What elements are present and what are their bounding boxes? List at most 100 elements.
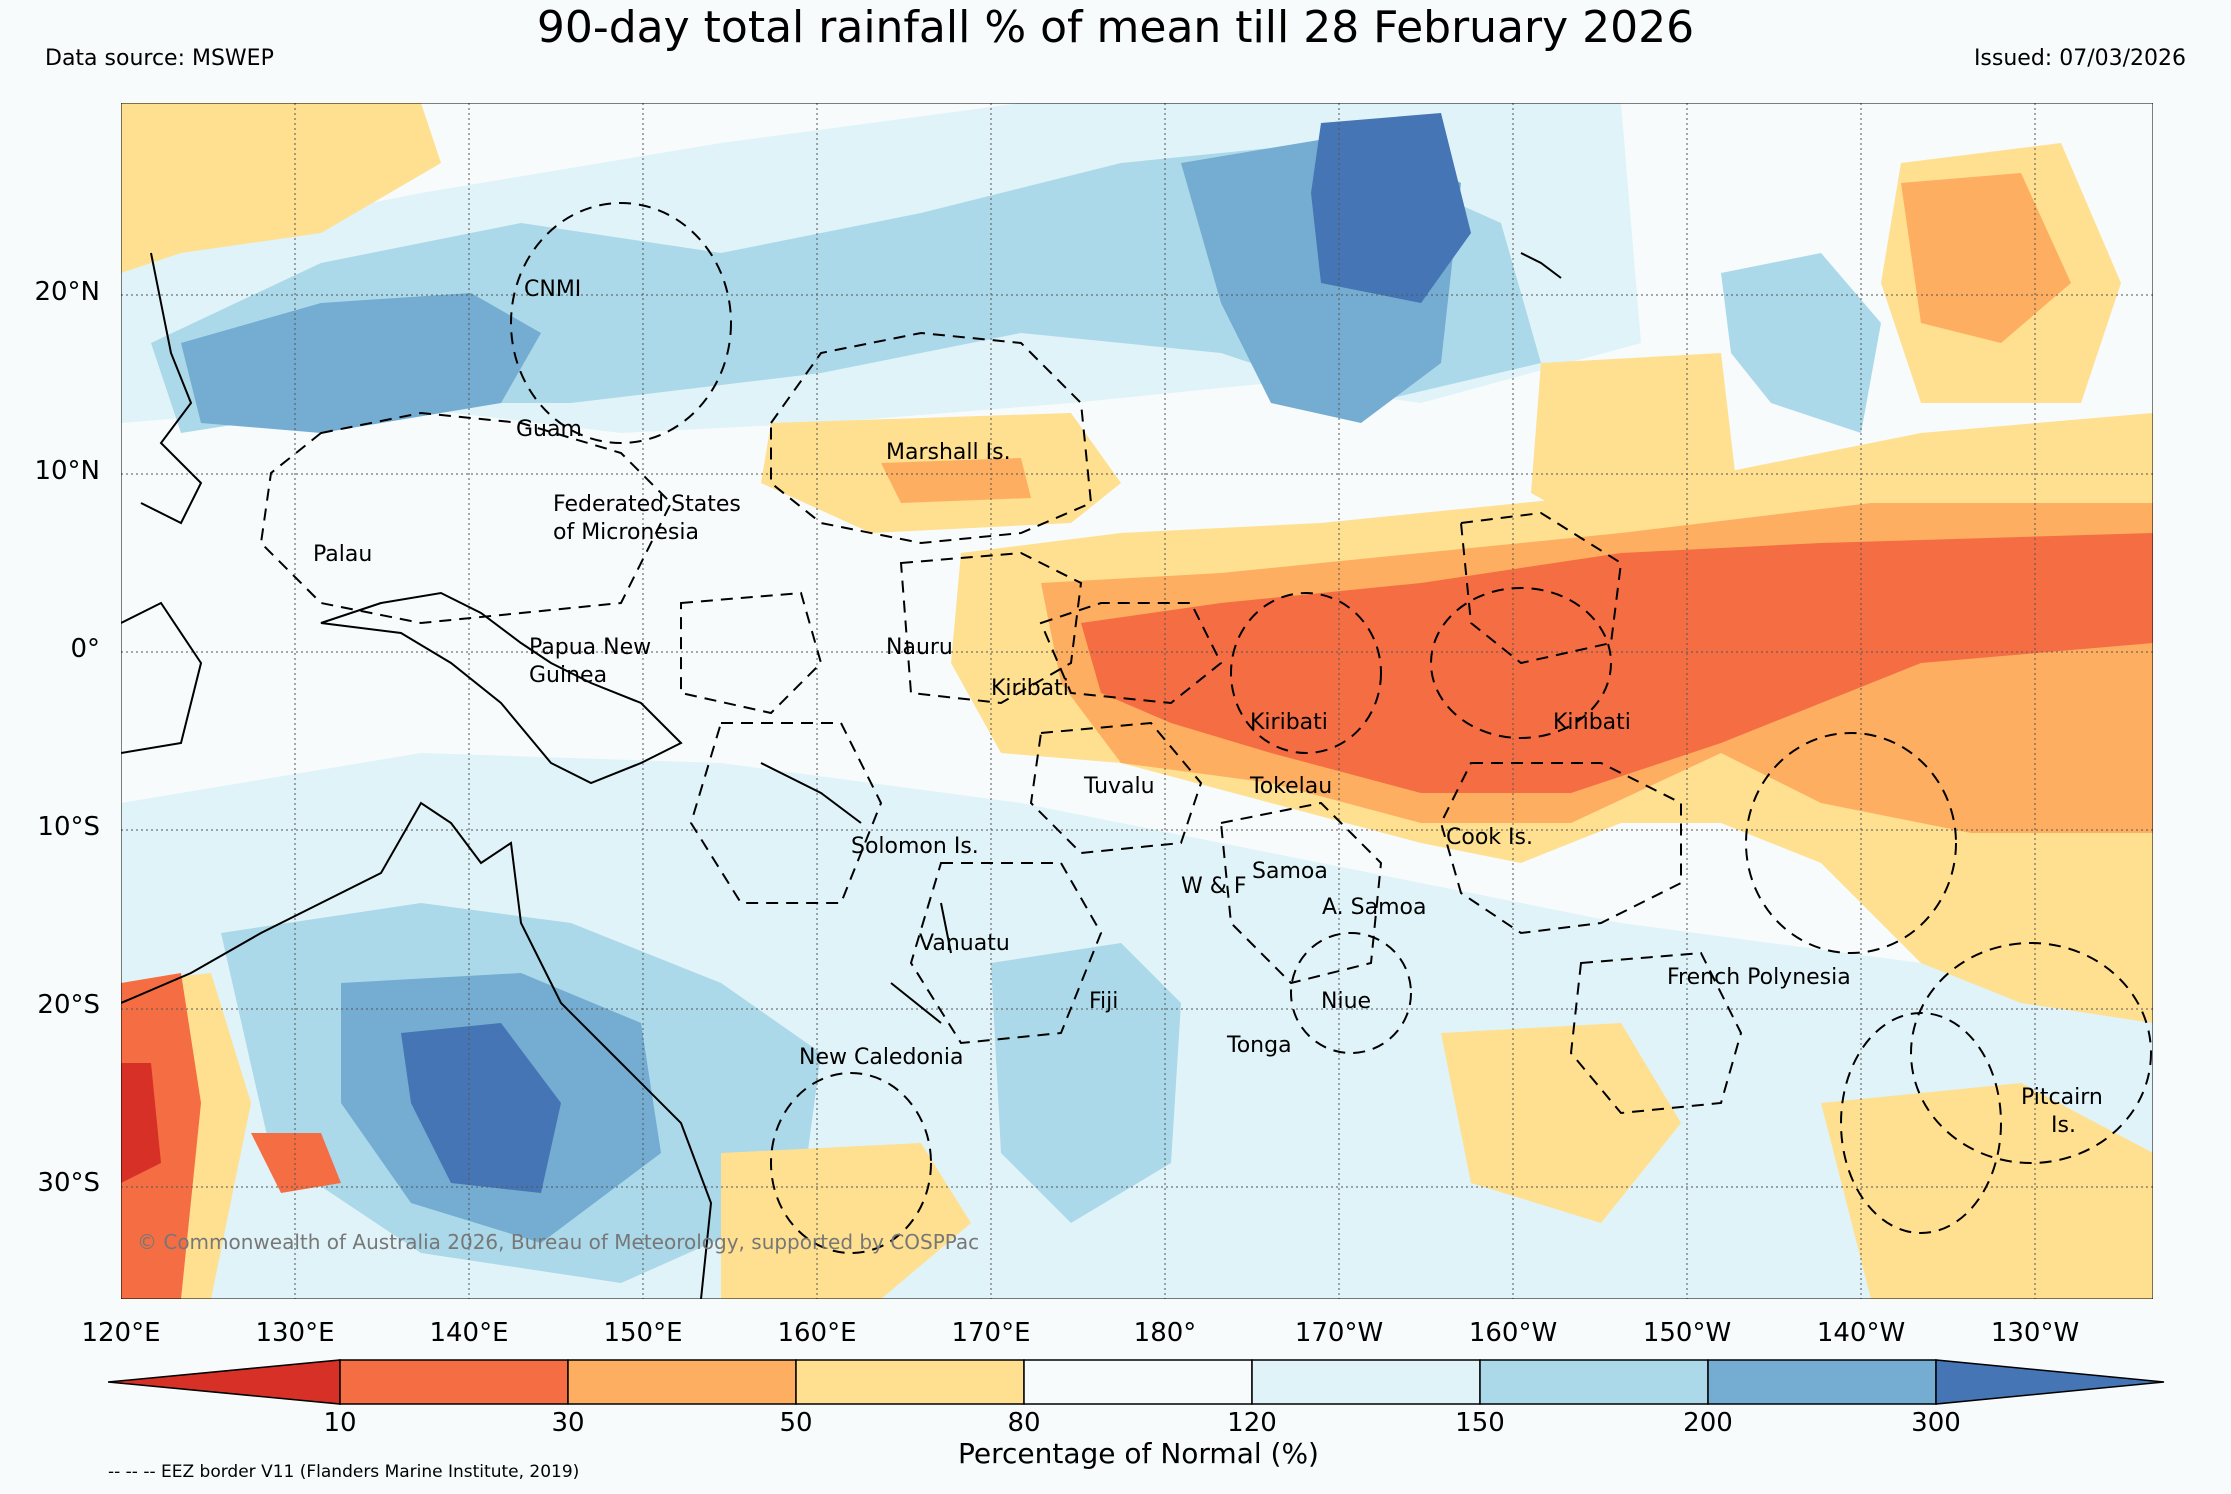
rainfall-region-10-30: [1081, 533, 2153, 793]
colorbar-segment: [1251, 1359, 1481, 1405]
label-kiribati-central: Kiribati: [1250, 710, 1328, 735]
rainfall-map: CNMI Guam Marshall Is. Federated States …: [121, 103, 2153, 1299]
lon-label-140w: 140°W: [1816, 1318, 1906, 1348]
rainfall-region-150-200: [991, 943, 1181, 1223]
map-copyright: © Commonwealth of Australia 2026, Bureau…: [137, 1230, 979, 1254]
lon-label-140e: 140°E: [429, 1318, 509, 1348]
colorbar-label: Percentage of Normal (%): [958, 1437, 1319, 1470]
label-new-caledonia: New Caledonia: [799, 1045, 963, 1070]
label-pitcairn: Pitcairn Is.: [2021, 1085, 2110, 1138]
lon-label-150w: 150°W: [1642, 1318, 1732, 1348]
label-nauru: Nauru: [886, 635, 953, 660]
rainfall-region-30-50: [1901, 173, 2071, 343]
solomon-islands-coast: [760, 762, 862, 824]
colorbar-segment: [567, 1359, 797, 1405]
page-title: 90-day total rainfall % of mean till 28 …: [536, 2, 1695, 53]
lon-label-170e: 170°E: [951, 1318, 1031, 1348]
rainfall-region-200-300: [181, 293, 541, 433]
lon-label-120e: 120°E: [81, 1318, 161, 1348]
label-kiribati-west: Kiribati: [991, 676, 1069, 701]
label-fsm-line1: Federated States: [553, 492, 741, 517]
label-fiji: Fiji: [1089, 989, 1118, 1014]
philippines-coast: [140, 252, 203, 525]
issued-date-label: Issued: 07/03/2026: [1973, 46, 2186, 71]
label-marshall-islands: Marshall Is.: [886, 440, 1011, 465]
label-png: Papua New Guinea: [529, 635, 658, 688]
colorbar-tick: 150: [1455, 1408, 1505, 1438]
colorbar-segment: [339, 1359, 569, 1405]
colorbar-segment: [795, 1359, 1025, 1405]
lon-label-160w: 160°W: [1468, 1318, 1558, 1348]
lat-label-10n: 10°N: [34, 456, 100, 486]
colorbar-tick: 80: [1007, 1408, 1041, 1438]
label-samoa: Samoa: [1252, 859, 1328, 884]
rainfall-region-50-80: [721, 1143, 971, 1299]
label-cook-islands: Cook Is.: [1446, 825, 1533, 850]
rainfall-region-10-30: [251, 1133, 341, 1193]
data-source-label: Data source: MSWEP: [45, 46, 274, 71]
colorbar-tick: 10: [323, 1408, 357, 1438]
label-niue: Niue: [1321, 989, 1371, 1014]
colorbar-tick: 30: [551, 1408, 585, 1438]
label-wallis-futuna: W & F: [1181, 874, 1247, 899]
borneo-coast: [121, 601, 203, 754]
lon-label-150e: 150°E: [603, 1318, 683, 1348]
colorbar: [108, 1359, 2165, 1405]
map-graticule: [121, 103, 2153, 1299]
colorbar-tick: 50: [779, 1408, 813, 1438]
rainfall-region-10-30: [121, 973, 201, 1299]
australia-coast: [121, 801, 713, 1299]
lat-label-0: 0°: [70, 634, 100, 664]
hawaii-coast: [1520, 252, 1562, 279]
rainfall-region-50-80: [1821, 1083, 2153, 1299]
colorbar-tick: 120: [1227, 1408, 1277, 1438]
lon-label-180: 180°: [1133, 1318, 1197, 1348]
rainfall-region-50-80: [1531, 353, 1741, 543]
rainfall-region-50-80: [121, 103, 441, 273]
new-guinea-coast: [320, 591, 683, 785]
lon-label-130e: 130°E: [255, 1318, 335, 1348]
lat-label-20n: 20°N: [34, 277, 100, 307]
label-guam: Guam: [516, 417, 582, 442]
rainfall-region-over-300: [401, 1023, 561, 1193]
lon-label-170w: 170°W: [1294, 1318, 1384, 1348]
colorbar-segment: [1023, 1359, 1253, 1405]
label-vanuatu: Vanuatu: [919, 931, 1010, 956]
label-kiribati-east: Kiribati: [1553, 710, 1631, 735]
colorbar-extend-low: [108, 1359, 341, 1405]
colorbar-segment: [1479, 1359, 1709, 1405]
label-tonga: Tonga: [1226, 1033, 1292, 1058]
label-palau: Palau: [313, 542, 372, 567]
vanuatu-coast: [940, 902, 952, 954]
rainfall-region-50-80: [1441, 1023, 1681, 1223]
lat-label-30s: 30°S: [37, 1168, 100, 1198]
lon-label-130w: 130°W: [1990, 1318, 2080, 1348]
label-pitcairn-line2: Is.: [2051, 1113, 2076, 1138]
eez-borders: [259, 202, 2152, 1254]
label-solomon-islands: Solomon Is.: [851, 834, 979, 859]
lon-label-160e: 160°E: [777, 1318, 857, 1348]
lat-label-20s: 20°S: [37, 990, 100, 1020]
lat-label-10s: 10°S: [37, 812, 100, 842]
label-png-line2: Guinea: [529, 663, 607, 688]
label-tokelau: Tokelau: [1249, 774, 1332, 799]
label-tuvalu: Tuvalu: [1083, 774, 1155, 799]
label-american-samoa: A. Samoa: [1322, 895, 1426, 920]
label-french-polynesia: French Polynesia: [1667, 965, 1851, 990]
label-fsm: Federated States of Micronesia: [553, 492, 748, 545]
rainfall-region-30-50: [881, 458, 1031, 503]
rainfall-region-under-10: [121, 1063, 161, 1183]
colorbar-segment: [1707, 1359, 1937, 1405]
label-cnmi: CNMI: [524, 277, 581, 302]
new-caledonia-coast: [890, 982, 942, 1024]
label-png-line1: Papua New: [529, 635, 651, 660]
colorbar-tick: 300: [1911, 1408, 1961, 1438]
rainfall-region-over-300: [1311, 113, 1471, 303]
rainfall-region-150-200: [1721, 253, 1881, 433]
colorbar-tick: 200: [1683, 1408, 1733, 1438]
eez-note: -- -- -- EEZ border V11 (Flanders Marine…: [108, 1462, 580, 1482]
label-pitcairn-line1: Pitcairn: [2021, 1085, 2103, 1110]
label-fsm-line2: of Micronesia: [553, 520, 699, 545]
coastlines: [121, 252, 1562, 1299]
colorbar-extend-high: [1935, 1359, 2165, 1405]
